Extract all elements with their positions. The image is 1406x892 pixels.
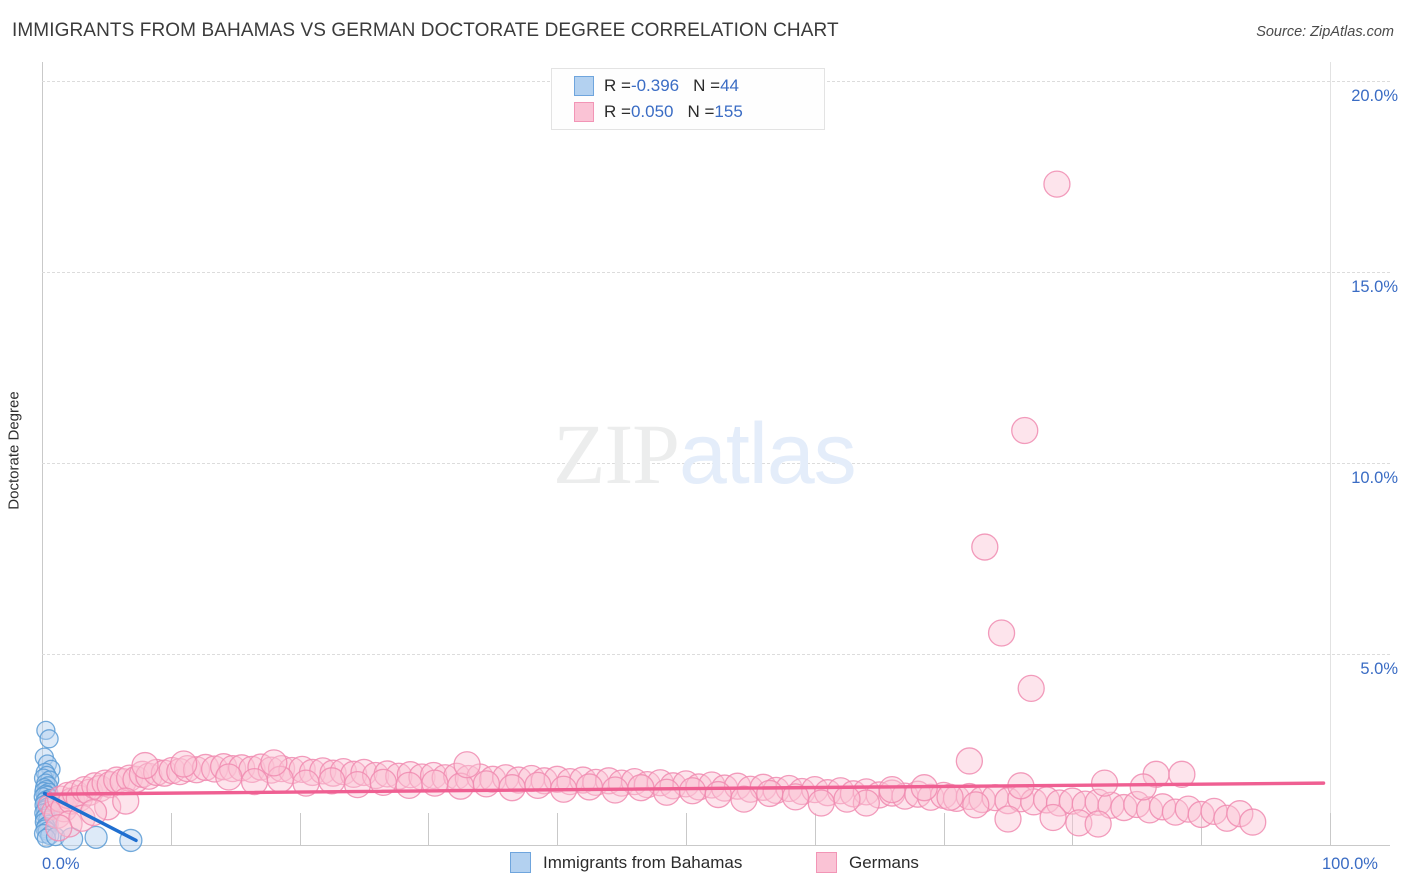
data-point: [1090, 769, 1119, 797]
series-legend-label-bahamas: Immigrants from Bahamas: [543, 852, 743, 872]
data-point: [385, 762, 413, 790]
legend-n-key-2: N =: [687, 102, 715, 121]
page-title: IMMIGRANTS FROM BAHAMAS VS GERMAN DOCTOR…: [12, 20, 839, 41]
y-tick-label-150: 15.0%: [1351, 278, 1398, 296]
x-tick-80: [1072, 813, 1074, 845]
data-point: [730, 785, 758, 813]
data-point: [878, 775, 906, 804]
series-legend-swatch-pink: [816, 852, 837, 873]
source-attribution: Source: ZipAtlas.com: [1256, 24, 1394, 40]
data-point: [170, 750, 198, 778]
series-legend-swatch-blue: [510, 852, 531, 873]
x-tick-40: [557, 813, 559, 845]
data-point: [962, 791, 990, 819]
data-point: [1065, 809, 1093, 837]
x-axis-line: [42, 845, 1390, 846]
legend-swatch-pink: [574, 102, 594, 122]
legend-r-key-2: R =: [604, 102, 631, 121]
x-tick-50: [686, 813, 687, 845]
x-tick-60: [814, 813, 816, 845]
gridline-10: [42, 463, 1390, 464]
watermark-zip: ZIP: [553, 406, 680, 502]
data-point: [1011, 416, 1039, 445]
legend-r-key-1: R =: [604, 76, 631, 95]
data-point: [1084, 810, 1112, 838]
correlation-legend: R = -0.396 N = 44 R = 0.050 N = 155: [551, 68, 825, 130]
series-germans: [37, 170, 1267, 842]
legend-r-value-2: 0.050: [630, 102, 674, 121]
watermark-atlas: atlas: [679, 406, 857, 502]
data-point: [807, 789, 835, 817]
data-point: [498, 774, 526, 802]
zipatlas-watermark: ZIPatlas: [553, 404, 857, 504]
data-point: [653, 778, 681, 806]
data-point: [678, 777, 707, 805]
data-point: [396, 761, 425, 789]
data-point: [45, 814, 73, 842]
data-point: [1168, 760, 1196, 788]
data-point: [994, 805, 1022, 833]
legend-n-key-1: N =: [693, 76, 721, 95]
x-tick-70: [943, 813, 945, 845]
x-tick-10: [170, 813, 172, 845]
y-axis-line: [42, 62, 43, 845]
data-point: [260, 749, 288, 777]
legend-n-value-2: 155: [714, 102, 743, 121]
data-point: [833, 785, 861, 813]
data-point: [340, 760, 368, 788]
trendline-germans: [46, 781, 1326, 796]
y-tick-label-50: 5.0%: [1360, 660, 1398, 678]
y-tick-label-100: 10.0%: [1351, 469, 1398, 487]
series-legend-germans[interactable]: Germans: [816, 852, 919, 873]
data-point: [987, 619, 1016, 647]
data-point: [319, 759, 347, 787]
legend-r-value-1: -0.396: [630, 76, 680, 95]
data-point: [756, 779, 784, 808]
data-point: [419, 761, 448, 790]
legend-row-bahamas: R = -0.396 N = 44: [574, 73, 739, 99]
data-point: [704, 780, 732, 809]
data-point: [1226, 800, 1254, 828]
y-tick-label-200: 20.0%: [1351, 87, 1398, 105]
legend-swatch-blue: [574, 76, 594, 96]
series-legend-label-germans: Germans: [849, 852, 919, 872]
x-tick-30: [428, 813, 430, 845]
trendline-immigrants-from-bahamas: [42, 791, 138, 843]
x-tick-100: [1330, 813, 1331, 845]
data-point: [131, 751, 159, 780]
data-point: [1017, 674, 1045, 703]
legend-row-germans: R = 0.050 N = 155: [574, 99, 743, 125]
data-point: [215, 763, 243, 791]
data-point: [1129, 773, 1157, 801]
x-tick-label-max: 100.0%: [1322, 855, 1378, 873]
data-point: [453, 751, 481, 779]
data-point: [318, 767, 346, 795]
data-point: [1039, 803, 1067, 832]
data-point: [1043, 170, 1071, 198]
data-point: [575, 773, 604, 801]
data-point: [343, 770, 372, 799]
data-point: [971, 533, 999, 561]
x-tick-20: [299, 813, 301, 845]
data-point: [955, 747, 984, 775]
gridline-5: [42, 654, 1390, 655]
series-legend-bahamas[interactable]: Immigrants from Bahamas: [510, 852, 742, 873]
x-tick-label-min: 0.0%: [42, 855, 80, 873]
gridline-15: [42, 272, 1390, 273]
plot-right-border: [1330, 62, 1331, 845]
legend-n-value-1: 44: [720, 76, 739, 95]
data-point: [936, 783, 964, 811]
data-point: [395, 771, 423, 800]
data-point: [472, 770, 501, 798]
data-point: [84, 825, 108, 850]
data-point: [267, 754, 296, 783]
x-tick-90: [1201, 813, 1203, 845]
data-point: [39, 729, 59, 749]
data-point: [1239, 808, 1267, 836]
data-point: [55, 810, 83, 838]
data-point: [524, 771, 552, 800]
